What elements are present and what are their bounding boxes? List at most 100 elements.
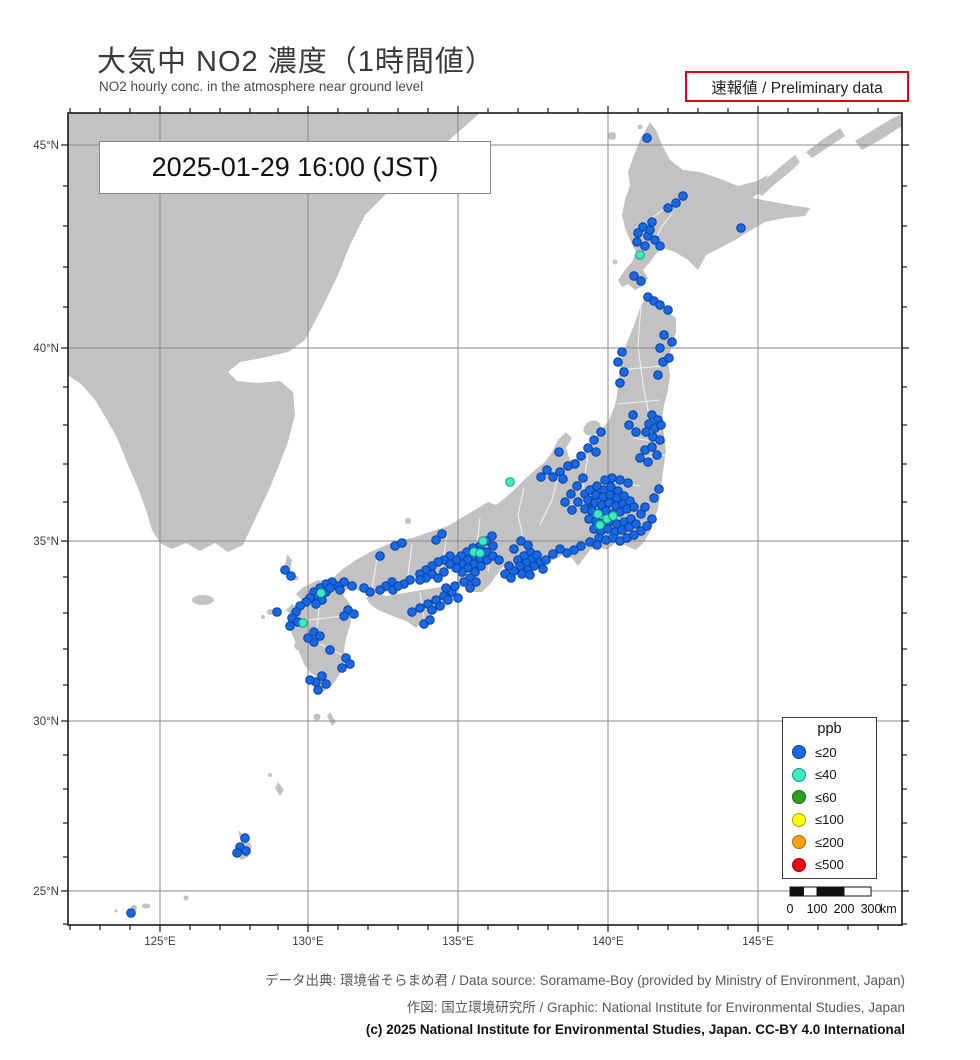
station-dot: [523, 540, 533, 550]
station-dot: [548, 549, 558, 559]
station-dot: [636, 276, 646, 286]
station-dot: [663, 203, 673, 213]
station-dot: [471, 577, 481, 587]
station-dot: [623, 478, 633, 488]
station-dot: [488, 541, 498, 551]
station-dot: [240, 833, 250, 843]
station-dot: [465, 583, 475, 593]
station-dot: [653, 370, 663, 380]
station-dot: [652, 450, 662, 460]
station-dot: [645, 225, 655, 235]
legend-color-dot: [792, 812, 806, 827]
axis-tick-labels: 125°E 130°E 135°E 140°E 145°E 45°N 40°N 35°N 30°…: [33, 140, 774, 948]
station-dot: [506, 573, 516, 583]
scale-bar-unit: km: [880, 902, 897, 916]
station-dot: [596, 427, 606, 437]
station-dot: [664, 353, 674, 363]
land-goto-2: [261, 615, 265, 619]
station-dot: [615, 378, 625, 388]
land-amakusa: [294, 642, 304, 650]
land-yakushima: [313, 713, 321, 721]
land-goto-1: [267, 609, 273, 615]
station-dot: [397, 538, 407, 548]
station-dot: [305, 675, 315, 685]
legend-item: ≤60: [783, 786, 876, 809]
land-okushiri: [612, 259, 618, 265]
legend-title: ppb: [817, 721, 842, 737]
station-dot: [286, 571, 296, 581]
station-dot: [478, 536, 488, 546]
legend-item-label: ≤20: [815, 744, 837, 760]
station-dot: [636, 509, 646, 519]
station-dot: [566, 489, 576, 499]
station-dot: [649, 493, 659, 503]
station-dot: [572, 481, 582, 491]
station-dot: [525, 570, 535, 580]
footer-data-source: データ出典: 環境省そらまめ君 / Data source: Soramame-…: [265, 973, 905, 988]
station-dot: [441, 583, 451, 593]
preliminary-data-badge: 速報値 / Preliminary data: [685, 71, 909, 102]
station-dot: [407, 607, 417, 617]
land-hokkaido: [618, 122, 810, 290]
y-axis-label: 30°N: [33, 716, 59, 728]
station-dot: [325, 645, 335, 655]
station-dot: [435, 601, 445, 611]
station-dot: [347, 581, 357, 591]
station-dot: [619, 367, 629, 377]
station-dot: [647, 442, 657, 452]
station-dot: [298, 618, 308, 628]
station-dot: [613, 357, 623, 367]
station-dot: [736, 223, 746, 233]
station-dots: [126, 133, 746, 918]
station-dot: [608, 511, 618, 521]
scale-bar-tick-label: 200: [834, 902, 855, 916]
station-dot: [439, 567, 449, 577]
station-dot: [425, 615, 435, 625]
land-amami: [275, 782, 284, 796]
land-oki: [405, 518, 411, 524]
station-dot: [633, 228, 643, 238]
station-dot: [563, 461, 573, 471]
legend-item: ≤200: [783, 831, 876, 854]
legend-item-label: ≤500: [815, 857, 844, 873]
station-dot: [578, 473, 588, 483]
station-dot: [476, 561, 486, 571]
land-ishigaki: [141, 903, 151, 909]
station-dot: [393, 581, 403, 591]
station-dot: [617, 347, 627, 357]
station-dot: [591, 447, 601, 457]
station-dot: [548, 472, 558, 482]
station-dot: [475, 548, 485, 558]
station-dot: [655, 435, 665, 445]
legend-rows: ≤20 ≤40 ≤60 ≤100 ≤200 ≤500: [783, 741, 876, 876]
station-dot: [624, 420, 634, 430]
station-dot: [126, 908, 136, 918]
legend-item-label: ≤100: [815, 812, 844, 828]
station-dot: [576, 451, 586, 461]
timestamp-box: 2025-01-29 16:00 (JST): [99, 141, 491, 194]
station-dot: [415, 603, 425, 613]
station-dot: [573, 497, 583, 507]
station-dot: [359, 583, 369, 593]
station-dot: [315, 631, 325, 641]
legend-item: ≤500: [783, 854, 876, 877]
station-dot: [615, 475, 625, 485]
legend-item-label: ≤60: [815, 789, 837, 805]
station-dot: [631, 519, 641, 529]
station-dot: [335, 585, 345, 595]
legend-color-dot: [792, 790, 806, 805]
y-axis-label: 45°N: [33, 140, 59, 152]
legend-color-dot: [792, 767, 806, 782]
preliminary-data-label: 速報値 / Preliminary data: [711, 79, 883, 97]
page-title: 大気中 NO2 濃度（1時間値）: [97, 46, 495, 78]
x-axis-label: 140°E: [592, 936, 624, 948]
station-dot: [671, 198, 681, 208]
station-dot: [647, 217, 657, 227]
station-dot: [437, 529, 447, 539]
land-jeju: [192, 595, 214, 605]
legend-item: ≤40: [783, 764, 876, 787]
legend: ppb ≤20 ≤40 ≤60 ≤100 ≤200 ≤500: [782, 717, 877, 879]
station-dot: [541, 555, 551, 565]
station-dot: [635, 250, 645, 260]
